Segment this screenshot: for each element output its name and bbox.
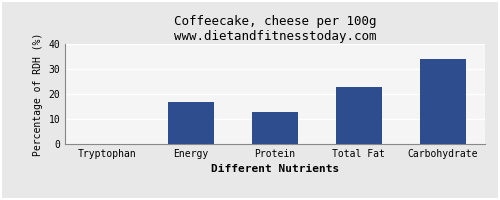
Bar bbox=[252, 112, 298, 144]
Bar bbox=[420, 59, 466, 144]
Y-axis label: Percentage of RDH (%): Percentage of RDH (%) bbox=[33, 32, 43, 156]
Bar bbox=[336, 86, 382, 144]
Bar bbox=[168, 102, 214, 144]
Title: Coffeecake, cheese per 100g
www.dietandfitnesstoday.com: Coffeecake, cheese per 100g www.dietandf… bbox=[174, 15, 376, 43]
X-axis label: Different Nutrients: Different Nutrients bbox=[211, 164, 339, 174]
